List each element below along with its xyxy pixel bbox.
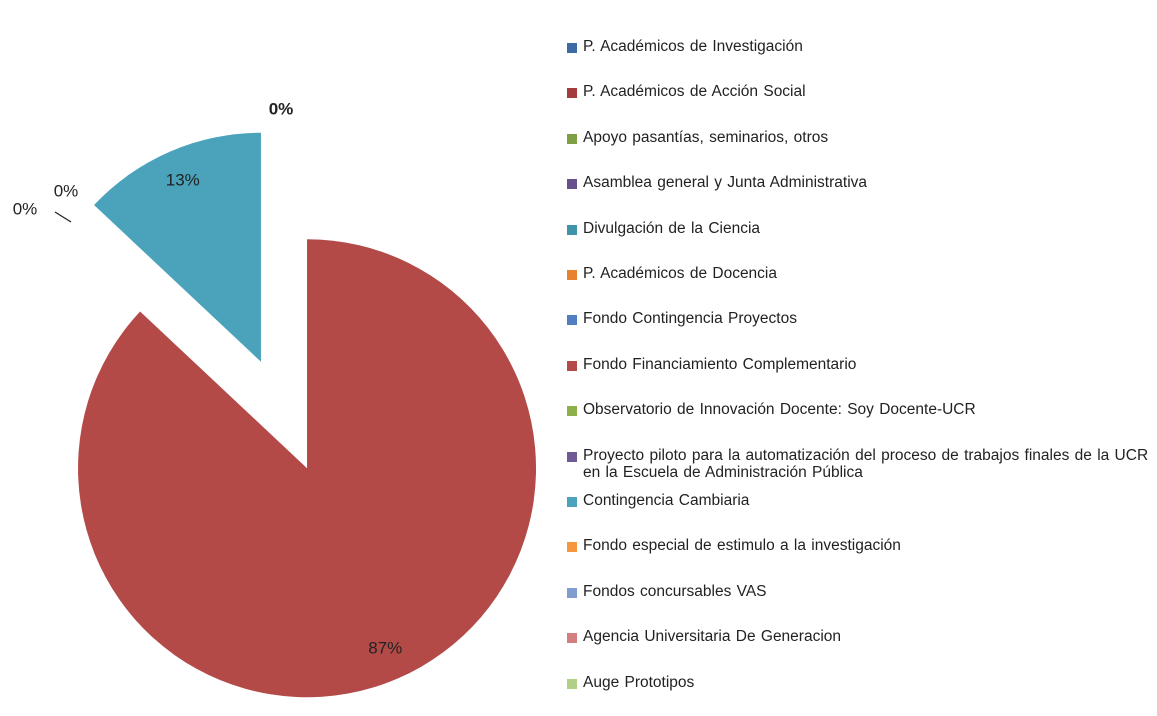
- pie-chart: 0% 87% 0% 0% 13%: [13, 99, 537, 698]
- pie-slice: [94, 132, 261, 362]
- legend: P. Académicos de Investigación P. Académi…: [567, 0, 1157, 716]
- legend-item: Observatorio de Innovación Docente: Soy …: [567, 401, 1157, 418]
- legend-swatch: [567, 406, 577, 417]
- legend-label: Agencia Universitaria De Generacion: [583, 628, 842, 646]
- legend-swatch: [567, 542, 577, 553]
- data-label: 0%: [54, 181, 79, 200]
- leader-line: [54, 211, 72, 223]
- legend-label: Proyecto piloto para la automatización d…: [583, 446, 1149, 481]
- legend-item: Contingencia Cambiaria: [567, 492, 1157, 509]
- legend-item: Apoyo pasantías, seminarios, otros: [567, 129, 1157, 146]
- legend-swatch: [567, 587, 577, 598]
- legend-swatch: [567, 633, 577, 644]
- legend-label: Asamblea general y Junta Administrativa: [583, 174, 868, 192]
- legend-label: Auge Prototipos: [583, 673, 695, 691]
- data-label: 87%: [368, 638, 402, 657]
- data-label: 0%: [269, 99, 294, 118]
- legend-label: Fondo Financiamiento Complementario: [583, 355, 857, 373]
- legend-swatch: [567, 451, 577, 462]
- legend-swatch: [567, 270, 577, 280]
- legend-label: Apoyo pasantías, seminarios, otros: [583, 128, 829, 146]
- legend-swatch: [567, 133, 577, 144]
- legend-item: P. Académicos de Acción Social: [567, 83, 1157, 100]
- legend-item: Proyecto piloto para la automatización d…: [567, 447, 1157, 481]
- legend-swatch: [567, 360, 577, 371]
- legend-label: P. Académicos de Acción Social: [583, 83, 806, 101]
- legend-item: Auge Prototipos: [567, 674, 1157, 691]
- legend-item: Fondo Contingencia Proyectos: [567, 310, 1157, 327]
- legend-label: Divulgación de la Ciencia: [583, 219, 761, 237]
- legend-item: Fondos concursables VAS: [567, 583, 1157, 600]
- data-label: 0%: [13, 199, 38, 218]
- legend-swatch: [567, 678, 577, 689]
- legend-label: Contingencia Cambiaria: [583, 492, 750, 509]
- legend-swatch: [567, 315, 577, 326]
- data-label: 13%: [166, 171, 200, 190]
- legend-item: Asamblea general y Junta Administrativa: [567, 174, 1157, 191]
- legend-label: Observatorio de Innovación Docente: Soy …: [583, 401, 976, 419]
- legend-swatch: [567, 43, 577, 53]
- legend-swatch: [567, 497, 577, 507]
- legend-item: Fondo especial de estimulo a la investig…: [567, 537, 1157, 554]
- legend-item: Fondo Financiamiento Complementario: [567, 356, 1157, 373]
- legend-label: Fondos concursables VAS: [583, 582, 767, 600]
- legend-label: Fondo especial de estimulo a la investig…: [583, 537, 901, 555]
- legend-item: P. Académicos de Docencia: [567, 265, 1157, 282]
- legend-swatch: [567, 224, 577, 235]
- legend-swatch: [567, 88, 577, 99]
- legend-swatch: [567, 179, 577, 190]
- pie-slice: [78, 239, 537, 698]
- legend-label: P. Académicos de Docencia: [583, 265, 777, 282]
- legend-item: Divulgación de la Ciencia: [567, 220, 1157, 237]
- legend-label: P. Académicos de Investigación: [583, 38, 803, 55]
- legend-item: P. Académicos de Investigación: [567, 38, 1157, 55]
- legend-label: Fondo Contingencia Proyectos: [583, 310, 797, 328]
- legend-item: Agencia Universitaria De Generacion: [567, 628, 1157, 645]
